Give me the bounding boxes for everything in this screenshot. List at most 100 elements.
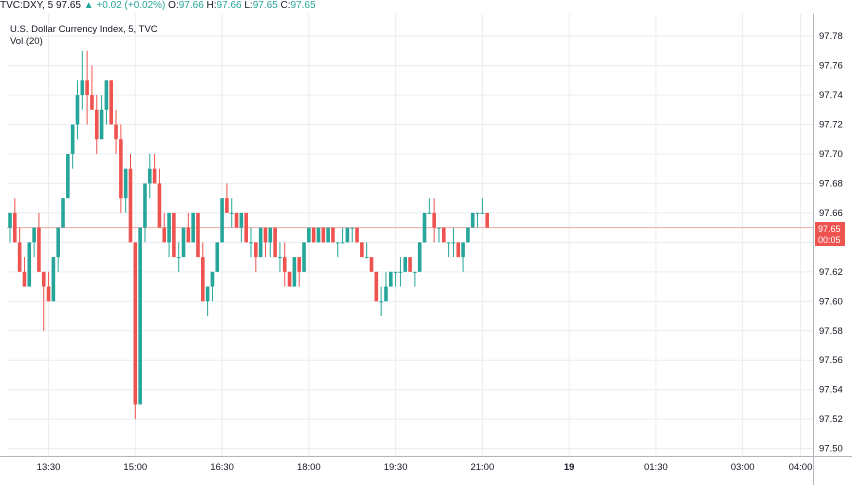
candle-body [104,80,109,110]
candle-body [147,168,152,184]
candle-up [229,198,234,228]
y-tick-label: 97.58 [819,326,843,337]
high-label: H: [206,0,217,11]
candle-up [268,227,273,258]
candle-down [172,212,176,258]
candle-body [345,227,350,243]
candle-body [157,183,162,228]
candle-body [350,227,355,229]
candle-down [128,153,133,243]
candle-up [147,153,152,199]
candle-body [263,227,268,243]
candle-body [470,212,475,228]
candle-up [466,227,470,243]
candle-up [398,257,403,287]
candle-body [119,139,123,199]
y-tick-label: 97.62 [819,267,843,278]
candle-body [398,271,403,273]
candle-down [355,227,359,243]
candle-up [167,212,171,258]
candle-body [364,257,369,259]
candle-down [282,242,287,287]
candle-body [46,286,51,302]
candle-down [133,242,138,420]
candle-up [403,257,408,272]
candle-body [244,212,248,243]
x-tick-label: 18:00 [297,462,321,473]
symbol-name[interactable]: TVC:DXY, 5 [0,0,54,11]
candle-down [287,271,292,287]
candle-up [384,271,388,302]
candle-body [56,227,60,258]
candle-body [278,257,282,259]
candle-up [80,50,85,110]
candle-down [321,227,326,243]
candle-up [316,227,321,243]
candle-body [196,212,200,258]
price-axis[interactable]: 97.5097.5297.5497.5697.5897.6097.6297.64… [819,31,843,455]
candle-body [210,271,215,287]
grid [7,14,813,456]
candle-down [331,227,335,243]
candle-up [393,271,398,287]
candles [8,50,489,420]
candle-body [90,95,94,110]
candle-up [258,227,263,258]
candle-up [379,286,383,317]
axes [0,14,852,485]
time-axis[interactable]: 13:30 15:00 16:30 18:00 19:30 21:00 19 01:30 03:… [37,462,813,473]
candle-body [176,257,181,259]
candle-down [46,271,51,302]
candle-down [263,227,268,258]
candle-body [220,198,224,243]
candle-body [70,124,75,154]
candle-up [210,271,215,302]
candle-down [22,257,27,287]
x-tick-label: 16:30 [210,462,234,473]
candle-down [114,109,118,154]
candle-body [302,242,306,272]
candle-body [114,124,118,140]
low-value: 97.65 [252,0,278,11]
low-label: L: [244,0,253,11]
candle-down [369,257,374,272]
candle-body [172,212,176,258]
candle-body [13,212,17,243]
candle-body [335,242,340,244]
open-label: O: [168,0,179,11]
candle-body [249,242,253,244]
candle-body [466,227,470,243]
candle-down [201,242,205,302]
y-tick-label: 97.54 [819,385,843,396]
candle-up [56,227,60,272]
candle-up [104,80,109,125]
candle-up [480,198,485,214]
price-tag-value: 97.65 [818,224,841,234]
candle-up [249,227,253,258]
candle-body [451,242,456,244]
candle-down [408,257,412,272]
candle-up [413,271,417,287]
candle-down [374,271,379,302]
price-tag-box [815,222,845,246]
price-change: +0.02 (+0.02%) [96,0,166,11]
candle-body [51,257,56,302]
candle-down [186,212,191,243]
candle-down [254,242,258,272]
candle-down [90,65,94,110]
candle-body [442,227,446,243]
candle-body [331,227,335,243]
candle-body [133,242,138,405]
candle-body [287,271,292,287]
candle-body [123,168,128,199]
candle-up [66,153,70,199]
candle-down [456,242,461,258]
candle-body [225,198,229,213]
volume-indicator-label[interactable]: Vol (20) [10,36,43,47]
candle-body [273,227,277,258]
x-tick-label: 19 [564,462,575,473]
candle-body [201,257,205,302]
y-tick-label: 97.66 [819,208,843,219]
candle-body [22,271,27,287]
